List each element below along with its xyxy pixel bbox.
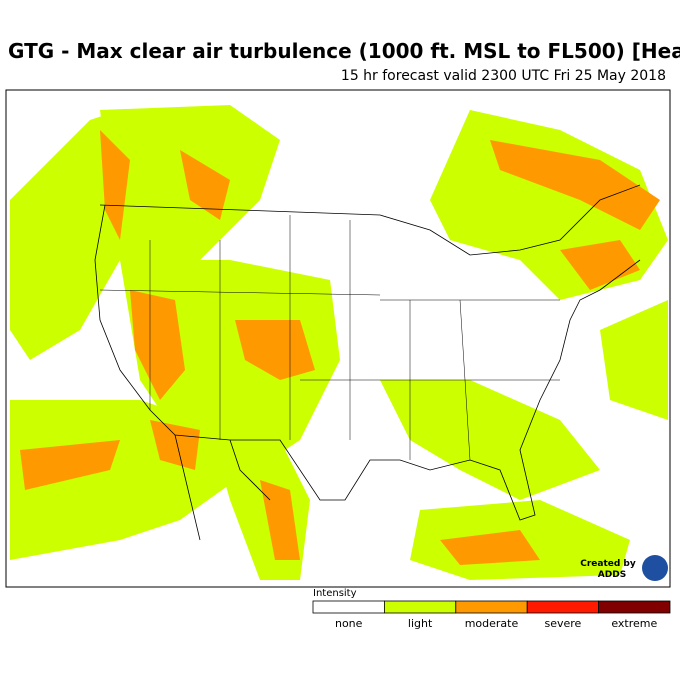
legend-swatch xyxy=(455,600,528,614)
legend-label: none xyxy=(335,617,363,630)
legend-label: severe xyxy=(544,617,581,630)
legend-label: moderate xyxy=(465,617,519,630)
title: GTG - Max clear air turbulence (1000 ft.… xyxy=(8,39,680,63)
logo: Created by ADDS xyxy=(580,555,668,581)
logo-text: Created by xyxy=(580,559,636,569)
legend-title: Intensity xyxy=(313,588,357,599)
logo-emblem xyxy=(642,555,668,581)
legend-swatch xyxy=(598,600,671,614)
legend-label: extreme xyxy=(611,617,657,630)
map xyxy=(5,89,671,588)
legend-swatch xyxy=(312,600,385,614)
legend-swatch xyxy=(383,600,457,614)
legend-label: light xyxy=(408,617,433,630)
boundaries xyxy=(94,184,641,541)
logo-text: ADDS xyxy=(598,570,626,580)
subtitle: 15 hr forecast valid 2300 UTC Fri 25 May… xyxy=(341,68,666,84)
legend: Intensity none light moderate severe extreme xyxy=(312,588,671,630)
legend-swatch xyxy=(526,600,600,614)
turbulence-moderate xyxy=(20,130,660,565)
